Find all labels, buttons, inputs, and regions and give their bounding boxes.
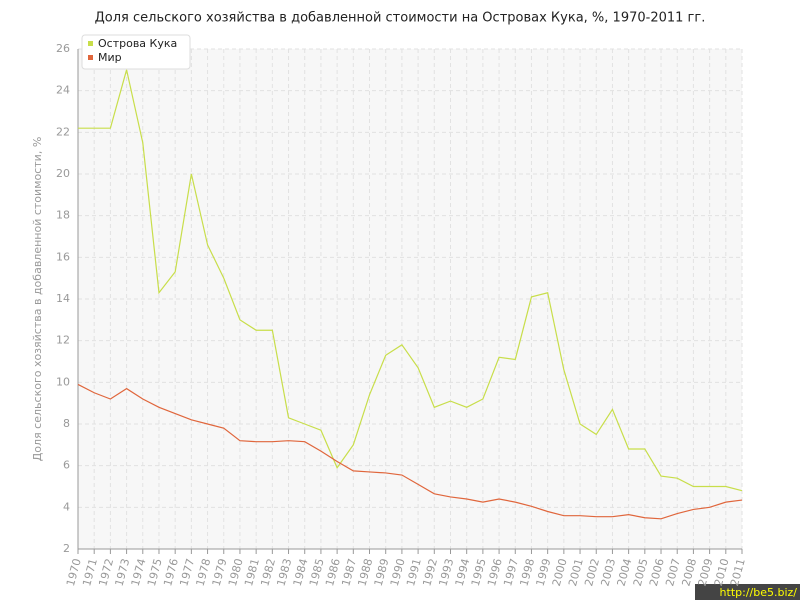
y-tick-label: 16 [56, 250, 70, 263]
watermark: http://be5.biz/ [720, 586, 798, 599]
legend-swatch [88, 41, 93, 46]
y-tick-label: 20 [56, 167, 70, 180]
watermark-bg [695, 584, 800, 600]
y-tick-label: 22 [56, 125, 70, 138]
y-tick-label: 4 [63, 500, 70, 513]
chart-title: Доля сельского хозяйства в добавленной с… [95, 11, 706, 26]
y-tick-label: 6 [63, 459, 70, 472]
legend-label: Мир [98, 51, 122, 64]
y-axis-title: Доля сельского хозяйства в добавленной с… [31, 137, 44, 462]
legend-box [81, 34, 191, 70]
legend-swatch [88, 55, 93, 60]
y-tick-label: 2 [63, 542, 70, 555]
series-line [77, 383, 743, 520]
y-tick-label: 12 [56, 334, 70, 347]
y-tick-label: 18 [56, 209, 70, 222]
y-tick-label: 8 [63, 417, 70, 430]
y-tick-label: 26 [56, 42, 70, 55]
legend-label: Острова Кука [98, 37, 177, 50]
y-tick-label: 14 [56, 292, 70, 305]
y-tick-label: 10 [56, 375, 70, 388]
series-line [78, 69, 743, 492]
y-tick-label: 24 [56, 84, 70, 97]
